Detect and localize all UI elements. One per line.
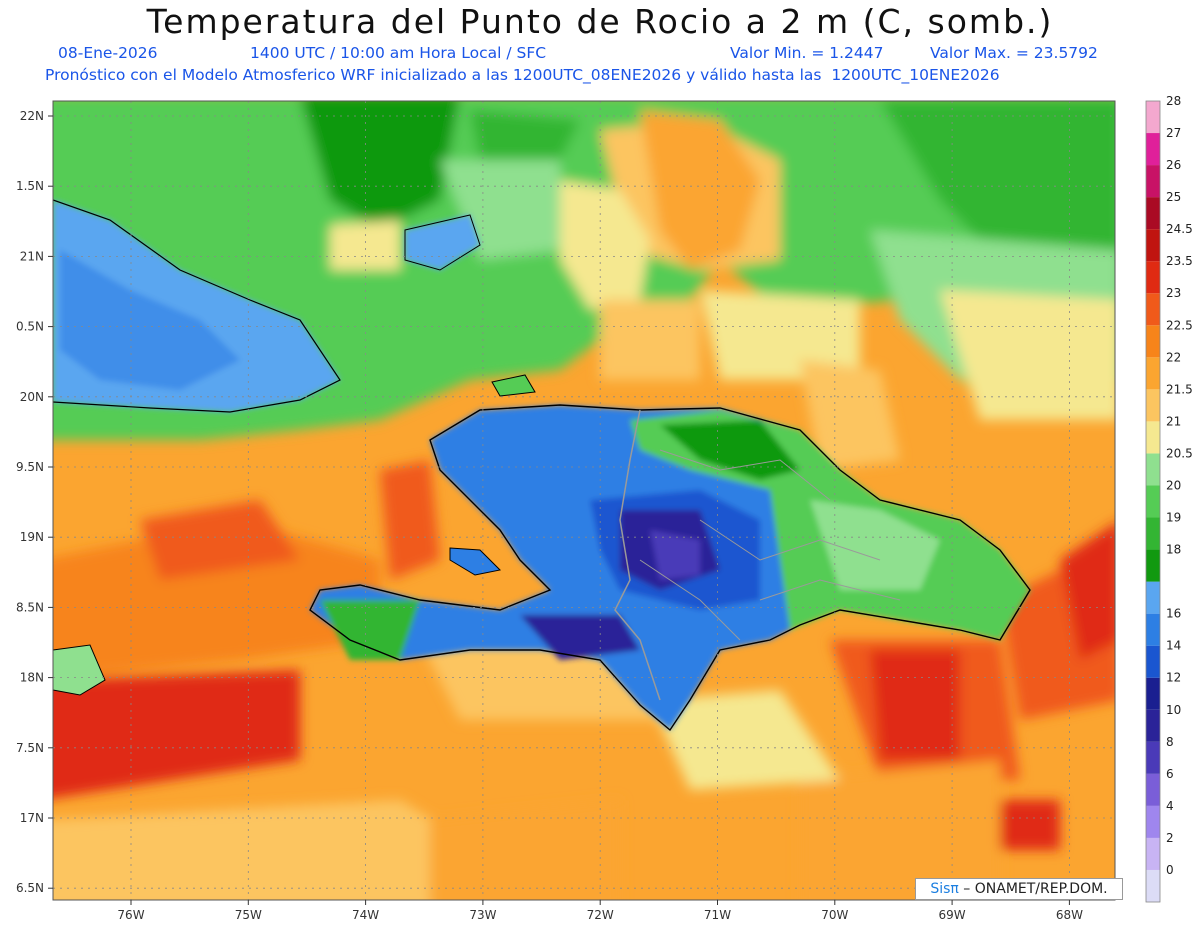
lat-label: 7.5N [16, 741, 44, 755]
colorbar-label: 25 [1166, 190, 1181, 204]
lon-label: 75W [235, 908, 262, 922]
lon-label: 74W [352, 908, 379, 922]
credit-logo: Sisπ [930, 881, 959, 897]
colorbar-swatch [1146, 709, 1160, 742]
longitude-labels: 76W 75W 74W 73W 72W 71W 70W 69W 68W [117, 900, 1083, 922]
colorbar-swatch [1146, 261, 1160, 294]
colorbar-label: 18 [1166, 543, 1181, 557]
colorbar-swatch [1146, 357, 1160, 390]
colorbar-label: 14 [1166, 639, 1181, 653]
colorbar-swatch [1146, 677, 1160, 710]
colorbar-swatch [1146, 805, 1160, 838]
colorbar-label: 24.5 [1166, 222, 1193, 236]
lat-label: 17N [20, 811, 44, 825]
colorbar-swatch [1146, 837, 1160, 870]
lon-label: 73W [469, 908, 496, 922]
lat-label: 1.5N [16, 179, 44, 193]
credit-text: – ONAMET/REP.DOM. [958, 881, 1108, 897]
colorbar-swatch [1146, 197, 1160, 230]
latitude-labels: 22N 1.5N 21N 0.5N 20N 9.5N 19N 8.5N 18N 7.5N 17N 6.… [16, 109, 53, 895]
colorbar-label: 23 [1166, 286, 1181, 300]
min-value: Valor Min. = 1.2447 [730, 44, 884, 62]
colorbar-label: 12 [1166, 671, 1181, 685]
forecast-date: 08-Ene-2026 [58, 44, 158, 62]
model-note: Pronóstico con el Modelo Atmosferico WRF… [45, 66, 1000, 84]
lat-label: 22N [20, 109, 44, 123]
lon-label: 69W [939, 908, 966, 922]
shaded-field [53, 101, 1115, 900]
lat-label: 8.5N [16, 600, 44, 614]
lat-label: 21N [20, 249, 44, 263]
colorbar-label: 27 [1166, 126, 1181, 140]
lat-label: 9.5N [16, 460, 44, 474]
lat-label: 19N [20, 530, 44, 544]
colorbar-swatch [1146, 773, 1160, 806]
lon-label: 76W [117, 908, 144, 922]
colorbar-swatch [1146, 645, 1160, 678]
colorbar-swatch [1146, 549, 1160, 582]
colorbar-swatch [1146, 613, 1160, 646]
colorbar-label: 20 [1166, 478, 1181, 492]
colorbar-swatch [1146, 165, 1160, 198]
colorbar-swatch [1146, 389, 1160, 422]
colorbar-swatch [1146, 325, 1160, 358]
colorbar-label: 6 [1166, 767, 1174, 781]
lat-label: 20N [20, 390, 44, 404]
forecast-time: 1400 UTC / 10:00 am Hora Local / SFC [250, 44, 547, 62]
colorbar-label: 20.5 [1166, 446, 1193, 460]
max-value: Valor Max. = 23.5792 [930, 44, 1098, 62]
colorbar-label: 22 [1166, 350, 1181, 364]
colorbar-swatch [1146, 485, 1160, 518]
colorbar-label: 28 [1166, 94, 1181, 108]
colorbar-label: 4 [1166, 799, 1174, 813]
lon-label: 71W [704, 908, 731, 922]
colorbar-swatch [1146, 741, 1160, 774]
colorbar-swatch [1146, 293, 1160, 326]
colorbar-label: 2 [1166, 831, 1174, 845]
colorbar-label: 23.5 [1166, 254, 1193, 268]
lat-lon-grid [53, 101, 1115, 900]
colorbar-swatch [1146, 421, 1160, 454]
colorbar-swatch [1146, 101, 1160, 134]
map-title: Temperatura del Punto de Rocio a 2 m (C,… [146, 2, 1054, 41]
colorbar: 0 2 4 6 8 10 12 14 16 18 19 20 20.5 21 21.5 22 22.5 23 23.… [1145, 94, 1193, 903]
colorbar-swatch [1146, 517, 1160, 550]
colorbar-label: 21.5 [1166, 382, 1193, 396]
colorbar-label: 26 [1166, 158, 1181, 172]
colorbar-swatch [1146, 229, 1160, 262]
colorbar-label: 19 [1166, 511, 1181, 525]
lon-label: 70W [821, 908, 848, 922]
colorbar-label: 21 [1166, 414, 1181, 428]
lon-label: 72W [587, 908, 614, 922]
colorbar-swatch [1146, 869, 1160, 902]
lon-label: 68W [1056, 908, 1083, 922]
map-frame [52, 100, 1116, 901]
colorbar-swatch [1146, 453, 1160, 486]
lat-label: 0.5N [16, 320, 44, 334]
colorbar-label: 8 [1166, 735, 1174, 749]
lat-label: 18N [20, 671, 44, 685]
lat-label: 6.5N [16, 881, 44, 895]
colorbar-label: 22.5 [1166, 318, 1193, 332]
credit-box: Sisπ – ONAMET/REP.DOM. [915, 878, 1123, 900]
colorbar-label: 10 [1166, 703, 1181, 717]
colorbar-label: 0 [1166, 863, 1174, 877]
colorbar-swatch [1146, 581, 1160, 614]
colorbar-label: 16 [1166, 607, 1181, 621]
colorbar-swatch [1146, 133, 1160, 166]
